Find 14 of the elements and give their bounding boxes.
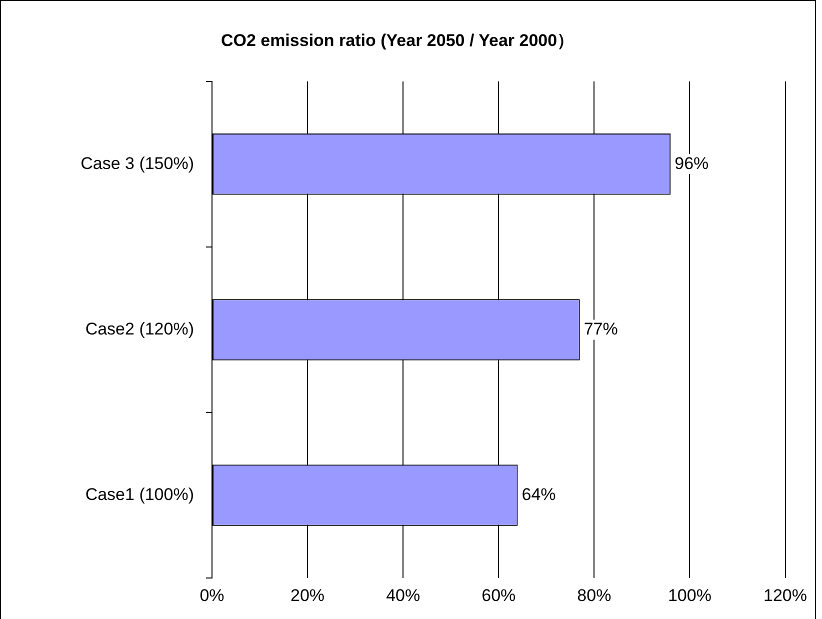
data-label: 64% [522,484,556,504]
x-tick-label: 80% [577,586,612,605]
x-tick-label: 120% [764,586,807,605]
x-tick-label: 100% [668,586,712,605]
x-tick-label: 40% [386,586,420,605]
x-tick-label: 60% [482,586,516,605]
chart-title: CO2 emission ratio (Year 2050 / Year 2000） [220,30,574,50]
x-tick-label: 20% [290,586,325,605]
x-tick-label: 0% [200,586,224,605]
data-label: 77% [584,319,618,338]
y-tick-label: Case1 (100%) [85,484,194,504]
y-tick-label: Case 3 (150%) [80,154,194,173]
y-tick-label: Case2 (120%) [85,319,194,338]
data-label: 96% [674,154,709,173]
